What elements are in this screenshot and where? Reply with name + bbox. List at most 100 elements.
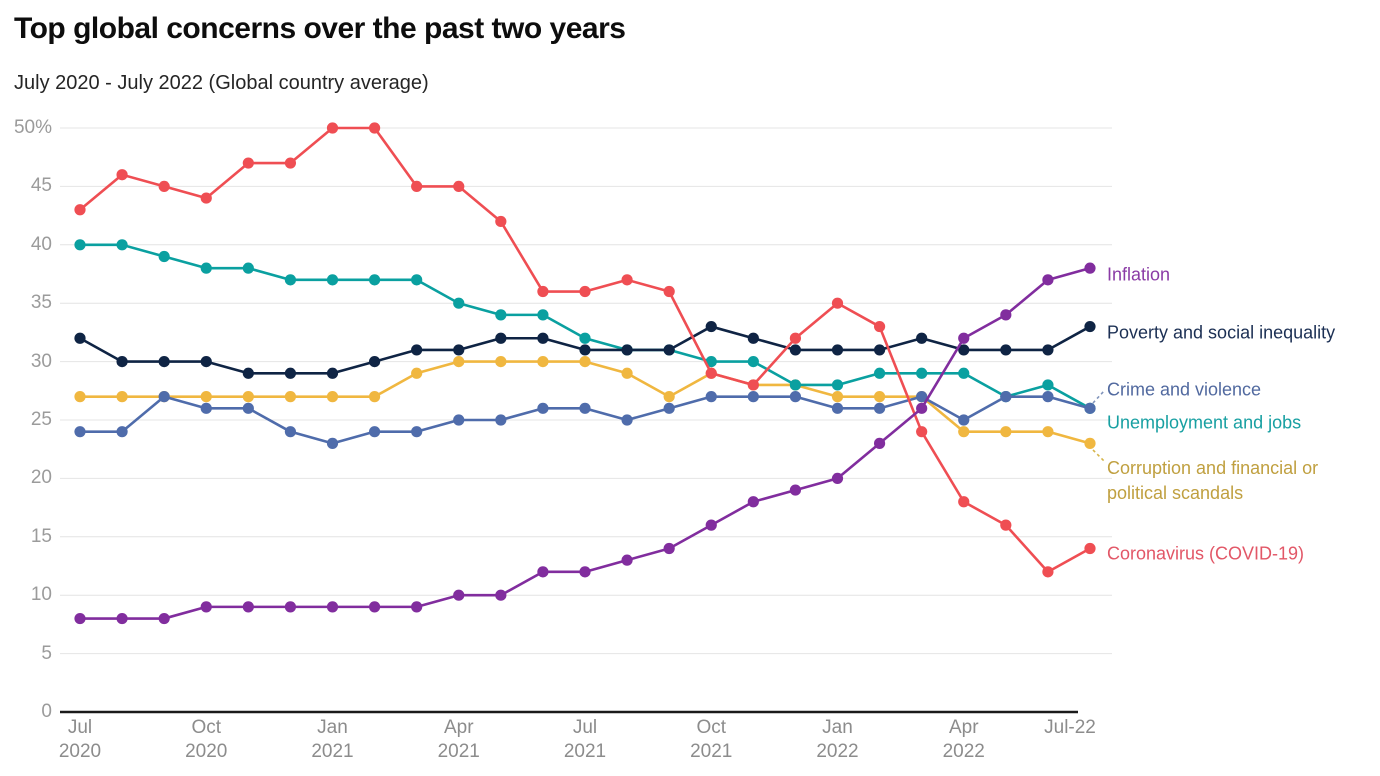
- series-dot-corruption-Jan-2022: [831, 391, 844, 403]
- series-dot-coronavirus-Aug-2021: [621, 274, 633, 286]
- series-dot-poverty-Jul-2020: [74, 332, 86, 344]
- series-dot-coronavirus-Apr-2022: [958, 496, 970, 508]
- series-dot-unemployment-Feb-2022: [873, 367, 886, 379]
- series-dot-coronavirus-Feb-2022: [873, 320, 886, 333]
- series-dot-inflation-Nov-2021: [747, 496, 759, 508]
- series-dot-inflation-Aug-2021: [621, 554, 633, 566]
- x-tick-label-Jan-2022: Jan 2022: [816, 717, 859, 762]
- series-dot-crime-Jul-2020: [74, 426, 86, 438]
- series-dot-poverty-Jul-2022: [1084, 320, 1096, 333]
- series-dot-unemployment-Mar-2021: [411, 274, 423, 286]
- series-dot-crime-Jul-2021: [579, 402, 591, 414]
- series-dot-poverty-Jun-2021: [537, 332, 549, 344]
- series-dot-corruption-Jul-2022: [1084, 437, 1096, 449]
- series-dot-inflation-Jun-2022: [1042, 274, 1054, 286]
- series-dot-corruption-Feb-2022: [873, 391, 886, 403]
- series-dot-poverty-Sep-2020: [158, 356, 170, 368]
- series-dot-poverty-Mar-2021: [411, 344, 423, 356]
- series-dot-corruption-Jul-2020: [74, 391, 86, 403]
- series-dot-unemployment-Jul-2021: [579, 332, 591, 344]
- series-dot-crime-Sep-2021: [663, 402, 675, 414]
- y-tick-label-50: 50%: [13, 117, 52, 138]
- x-tick-label-Oct-2021: Oct 2021: [690, 717, 733, 762]
- series-dot-poverty-Jan-2021: [326, 367, 339, 379]
- series-dot-corruption-Aug-2020: [116, 391, 128, 403]
- series-dot-inflation-Oct-2021: [705, 519, 717, 531]
- series-dot-coronavirus-May-2022: [1000, 519, 1012, 531]
- x-tick-label-Oct-2020: Oct 2020: [185, 717, 228, 762]
- series-dot-inflation-Sep-2021: [663, 542, 675, 555]
- series-dot-coronavirus-Sep-2021: [663, 285, 675, 298]
- series-dot-inflation-Jun-2021: [537, 566, 549, 578]
- series-dot-poverty-Dec-2021: [789, 344, 802, 356]
- series-dot-unemployment-Aug-2020: [116, 239, 128, 251]
- series-label-inflation: Inflation: [1107, 264, 1171, 285]
- series-dot-crime-Mar-2022: [916, 391, 928, 403]
- series-dot-poverty-Feb-2022: [873, 344, 886, 356]
- series-dot-corruption-Apr-2021: [453, 356, 465, 368]
- series-dot-unemployment-Dec-2021: [789, 379, 802, 391]
- series-dot-poverty-Feb-2021: [368, 356, 381, 368]
- series-dot-corruption-Apr-2022: [958, 426, 970, 438]
- y-tick-label-20: 20: [30, 467, 52, 489]
- series-dot-crime-Dec-2020: [284, 426, 297, 438]
- series-dot-crime-Apr-2021: [453, 414, 465, 426]
- series-dot-unemployment-Apr-2021: [453, 297, 465, 309]
- series-dot-coronavirus-Mar-2021: [411, 180, 423, 192]
- series-dot-poverty-May-2022: [1000, 344, 1012, 356]
- series-dot-coronavirus-Nov-2021: [747, 379, 759, 391]
- series-dot-coronavirus-Jun-2021: [537, 285, 549, 298]
- series-dot-poverty-Jul-2021: [579, 344, 591, 356]
- series-dot-unemployment-Oct-2021: [705, 356, 717, 368]
- series-dot-corruption-May-2022: [1000, 426, 1012, 438]
- series-dot-crime-Jan-2022: [831, 402, 844, 414]
- series-dot-coronavirus-May-2021: [495, 215, 507, 228]
- series-dot-crime-Oct-2021: [705, 391, 717, 403]
- chart-title: Top global concerns over the past two ye…: [14, 12, 626, 45]
- series-dot-coronavirus-Feb-2021: [368, 122, 381, 134]
- series-dot-poverty-Aug-2021: [621, 344, 633, 356]
- series-dot-poverty-Apr-2022: [958, 344, 970, 356]
- series-dot-unemployment-May-2021: [495, 309, 507, 321]
- x-tick-label-Jul-2021: Jul 2021: [563, 717, 607, 762]
- series-dot-inflation-Dec-2021: [789, 484, 802, 496]
- crime-label-connector: [1092, 390, 1105, 404]
- series-dot-crime-Jun-2022: [1042, 391, 1054, 403]
- series-dot-inflation-Oct-2020: [200, 601, 212, 613]
- y-tick-label-25: 25: [30, 409, 52, 430]
- series-dot-poverty-Sep-2021: [663, 344, 675, 356]
- series-dot-coronavirus-Dec-2021: [789, 332, 802, 344]
- x-tick-label-Jul-2020: Jul 2020: [58, 717, 102, 762]
- x-tick-label-Jul-22: Jul-22: [1044, 717, 1096, 738]
- series-dot-inflation-Dec-2020: [284, 601, 297, 613]
- series-dot-corruption-Jan-2021: [326, 391, 339, 403]
- series-dot-crime-May-2021: [495, 414, 507, 426]
- series-dot-unemployment-Jan-2022: [831, 379, 844, 391]
- series-dot-crime-Oct-2020: [200, 402, 212, 414]
- series-label-coronavirus: Coronavirus (COVID-19): [1107, 543, 1305, 564]
- series-dot-unemployment-Jun-2022: [1042, 379, 1054, 391]
- series-dot-corruption-Oct-2020: [200, 391, 212, 403]
- series-dot-unemployment-Apr-2022: [958, 367, 970, 379]
- series-dot-inflation-Jan-2022: [831, 472, 844, 484]
- series-dot-unemployment-Nov-2021: [747, 356, 759, 368]
- series-dot-corruption-Feb-2021: [368, 391, 381, 403]
- series-dot-corruption-Nov-2020: [242, 391, 254, 403]
- series-dot-inflation-Mar-2021: [411, 601, 423, 613]
- series-dot-crime-Feb-2022: [873, 402, 886, 414]
- series-dot-inflation-Aug-2020: [116, 612, 128, 625]
- series-dot-crime-Dec-2021: [789, 391, 802, 403]
- series-dot-crime-Jul-2022: [1084, 402, 1096, 414]
- series-dot-inflation-May-2021: [495, 589, 507, 601]
- series-dot-poverty-Dec-2020: [284, 367, 297, 379]
- series-dot-poverty-Oct-2020: [200, 356, 212, 368]
- series-dot-coronavirus-Jul-2020: [74, 204, 86, 216]
- series-dot-coronavirus-Jul-2022: [1084, 542, 1096, 555]
- series-dot-inflation-Jul-2021: [579, 566, 591, 578]
- series-dot-crime-Jan-2021: [326, 437, 339, 449]
- x-tick-label-Apr-2022: Apr 2022: [942, 717, 985, 762]
- series-dot-unemployment-Dec-2020: [284, 274, 297, 286]
- series-dot-poverty-Jun-2022: [1042, 344, 1054, 356]
